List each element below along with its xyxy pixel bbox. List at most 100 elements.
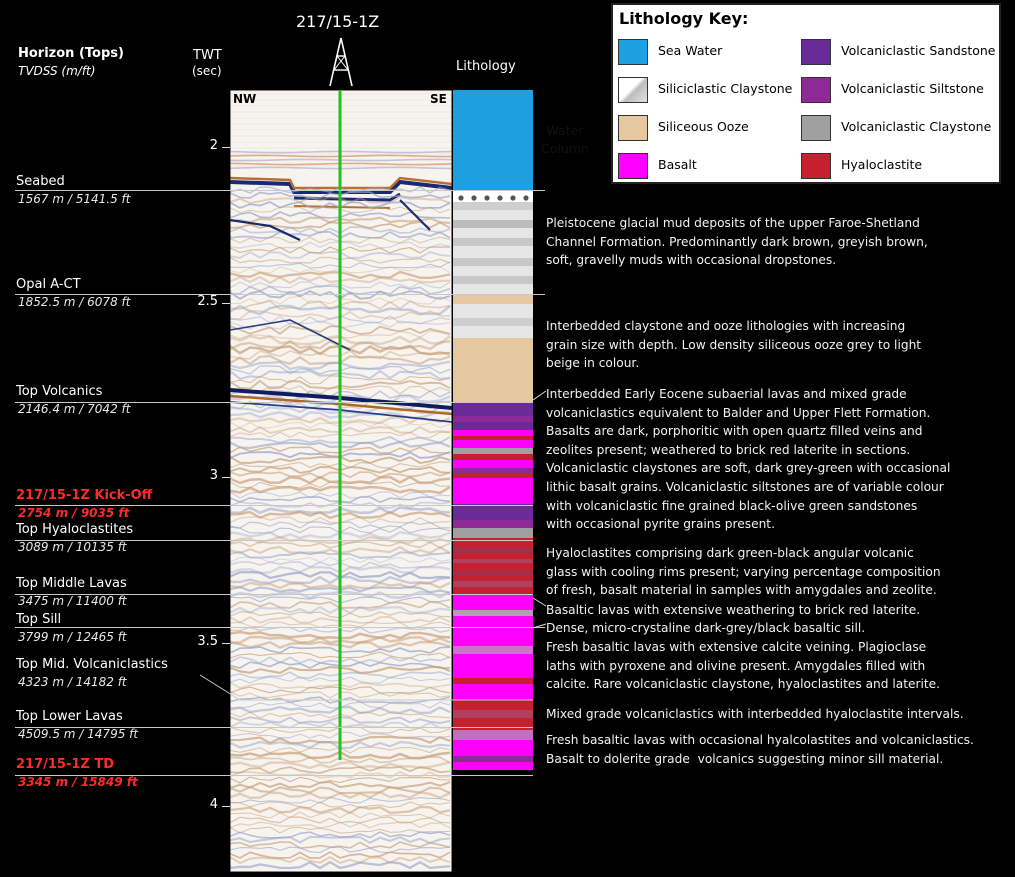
lithology-band [453, 228, 533, 238]
well-name: 217/15-1Z [296, 12, 380, 31]
lithology-band [453, 448, 533, 454]
lithology-key-label: Siliceous Ooze [658, 119, 749, 134]
twt-tick-mark [222, 477, 230, 478]
water-column-label: Water Column [541, 123, 589, 156]
lithology-band [453, 416, 533, 422]
lithology-column [453, 90, 533, 770]
lithology-swatch [801, 77, 831, 103]
lithology-band [453, 528, 533, 538]
lithology-key-label: Sea Water [658, 43, 723, 58]
horizon-name: Top Sill [16, 612, 62, 627]
lithology-band [453, 246, 533, 258]
lithology-band [453, 454, 533, 460]
horizon-depth: 4323 m / 14182 ft [18, 675, 127, 689]
lithology-swatch [801, 39, 831, 65]
lithology-band [453, 430, 533, 436]
lithology-band [453, 238, 533, 246]
lithology-band [453, 616, 533, 628]
lithology-band [453, 581, 533, 587]
lithology-column-title: Lithology [456, 59, 516, 74]
lithology-band [453, 678, 533, 684]
lithology-description: Interbedded claystone and ooze lithologi… [546, 319, 922, 371]
seismic-right-direction: SE [430, 92, 447, 106]
seafloor-gravel [484, 195, 490, 201]
lithology-band [453, 504, 533, 520]
twt-tick-mark [222, 806, 230, 807]
lithology-description: Hyaloclastites comprising dark green-bla… [546, 546, 941, 598]
derrick-icon [329, 37, 353, 87]
lithology-band [453, 474, 533, 478]
twt-tick-mark [222, 643, 230, 644]
lithology-band [453, 478, 533, 490]
lithology-band [453, 202, 533, 210]
lithology-swatch [618, 153, 648, 179]
twt-tick-label: 2 [209, 138, 218, 153]
seafloor-gravel [510, 195, 516, 201]
lithology-description: Dense, micro-crystaline dark-grey/black … [546, 621, 866, 635]
horizon-depth: 1852.5 m / 6078 ft [18, 295, 131, 309]
lithology-band [453, 294, 533, 304]
twt-tick-label: 3.5 [197, 634, 218, 649]
horizon-line [15, 594, 533, 595]
lithology-key-title: Lithology Key: [619, 9, 749, 28]
horizon-line [15, 190, 545, 191]
lithology-key: Lithology Key: Sea Water Siliciclastic Cl… [611, 3, 1001, 184]
lithology-band [453, 553, 533, 559]
twt-tick-label: 4 [209, 797, 218, 812]
lithology-band [453, 468, 533, 474]
lithology-band [453, 762, 533, 770]
horizon-name: Seabed [16, 174, 65, 189]
horizon-depth: 2146.4 m / 7042 ft [18, 402, 131, 416]
lithology-band [453, 284, 533, 294]
lithology-band [453, 756, 533, 762]
lithology-band [453, 628, 533, 646]
lithology-band [453, 422, 533, 430]
lithology-band [453, 571, 533, 575]
lithology-swatch [618, 115, 648, 141]
horizon-depth: 3089 m / 10135 ft [18, 540, 127, 554]
horizon-depth: 2754 m / 9035 ft [18, 506, 130, 520]
lithology-description: Basaltic lavas with extensive weathering… [546, 603, 921, 617]
horizon-name: Top Lower Lavas [16, 709, 123, 724]
lithology-band [453, 304, 533, 318]
twt-column-unit: (sec) [192, 64, 222, 78]
horizon-name: Top Mid. Volcaniclastics [16, 657, 168, 672]
lithology-band [453, 436, 533, 440]
lithology-band [453, 684, 533, 700]
horizon-line [15, 294, 545, 295]
lithology-band [453, 338, 533, 402]
lithology-band [453, 520, 533, 528]
lithology-band [453, 220, 533, 228]
lithology-band [453, 538, 533, 548]
lithology-band [453, 563, 533, 571]
lithology-band [453, 440, 533, 448]
lithology-description: Interbedded Early Eocene subaerial lavas… [546, 387, 951, 532]
twt-column-title: TWT [193, 48, 222, 63]
lithology-band [453, 559, 533, 563]
lithology-band [453, 548, 533, 553]
horizon-line [15, 627, 545, 628]
horizon-column-title: Horizon (Tops) [18, 46, 124, 61]
horizon-column-subtitle: TVDSS (m/ft) [18, 64, 96, 78]
lithology-description: Pleistocene glacial mud deposits of the … [546, 216, 928, 268]
lithology-band [453, 740, 533, 756]
horizon-name: Top Middle Lavas [16, 576, 127, 591]
lithology-band [453, 575, 533, 581]
twt-tick-mark [222, 147, 230, 148]
horizon-line [15, 540, 533, 541]
horizon-name: Opal A-CT [16, 277, 81, 292]
twt-tick-label: 2.5 [197, 294, 218, 309]
horizon-depth: 1567 m / 5141.5 ft [18, 192, 131, 206]
twt-tick-label: 3 [209, 468, 218, 483]
td-line [15, 775, 533, 776]
seafloor-gravel [471, 195, 477, 201]
lithology-band [453, 730, 533, 740]
seismic-left-direction: NW [233, 92, 257, 106]
lithology-band [453, 490, 533, 504]
lithology-key-label: Basalt [658, 157, 697, 172]
lithology-swatch [801, 115, 831, 141]
lithology-description: Fresh basaltic lavas with extensive calc… [546, 640, 941, 692]
horizon-depth: 3799 m / 12465 ft [18, 630, 127, 644]
horizon-name: 217/15-1Z Kick-Off [16, 488, 153, 503]
